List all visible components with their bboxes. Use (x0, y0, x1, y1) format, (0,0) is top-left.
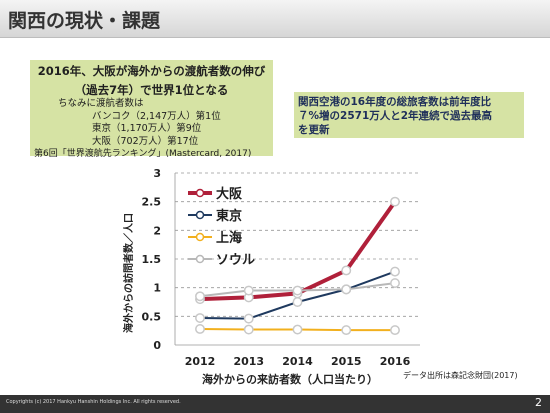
data-point (341, 265, 352, 276)
x-axis-label: 海外からの来訪者数（人口当たり） (202, 372, 378, 386)
copyright-text: Copyrights (c) 2017 Hankyu Hanshin Holdi… (6, 399, 181, 405)
data-point (243, 313, 254, 324)
box2-line-3: を更新 (298, 124, 330, 136)
box1-line-2: バンコク（2,147万人）第1位 (92, 110, 221, 122)
y-tick-label: 1.5 (142, 253, 162, 266)
box1-source: 第6回「世界渡航先ランキング」(Mastercard, 2017) (34, 149, 252, 159)
box2-line-2: ７%増の2571万人と2年連続で過去最高 (298, 110, 493, 122)
line-chart: 海外からの訪問者数／人口 海外からの来訪者数（人口当たり） 0 0.5 1 1.5 2 2… (122, 167, 420, 386)
data-point (195, 323, 205, 334)
data-point (292, 297, 303, 307)
y-axis-label: 海外からの訪問者数／人口 (122, 213, 135, 333)
x-tick-label: 2015 (331, 355, 362, 368)
box1-heading-2: （過去7年）で世界1位となる (74, 83, 229, 97)
footer-bar: Copyrights (c) 2017 Hankyu Hanshin Holdi… (0, 395, 550, 413)
box1-line-1: ちなみに渡航者数は (58, 98, 144, 109)
info-box-osaka: 2016年、大阪が海外からの渡航者数の伸び （過去7年）で世界1位となる ちなみ… (30, 60, 273, 159)
x-tick-label: 2012 (185, 355, 216, 368)
legend-label: ソウル (216, 253, 255, 268)
legend-marker (195, 232, 205, 242)
data-point (341, 325, 352, 336)
slide-title: 関西の現状・課題 (8, 10, 161, 32)
legend-label: 上海 (216, 230, 242, 246)
y-tick-label: 0 (153, 339, 161, 352)
data-point (243, 285, 254, 296)
x-tick-label: 2014 (282, 355, 313, 368)
data-source-note: データ出所は森記念財団(2017) (403, 371, 518, 380)
data-point (390, 278, 400, 289)
legend-label: 東京 (216, 208, 242, 224)
legend-label: 大阪 (216, 186, 243, 202)
data-point (292, 285, 303, 296)
y-tick-label: 2 (153, 224, 161, 237)
data-point (243, 324, 254, 335)
x-tick-label: 2016 (380, 355, 411, 368)
x-tick-label: 2013 (233, 355, 264, 368)
info-box-kansai-airport: 関西空港の16年度の総旅客数は前年度比 ７%増の2571万人と2年連続で過去最高… (294, 92, 524, 138)
data-point (390, 196, 400, 207)
box1-heading-1: 2016年、大阪が海外からの渡航者数の伸び (37, 64, 266, 78)
y-tick-label: 0.5 (142, 310, 162, 323)
box2-text: 関西空港の16年度の総旅客数は前年度比 ７%増の2571万人と2年連続で過去最高… (294, 92, 524, 137)
y-tick-label: 3 (153, 167, 161, 180)
y-tick-label: 1 (153, 282, 161, 295)
legend-marker (195, 188, 205, 198)
box1-line-3: 東京（1,170万人）第9位 (92, 123, 202, 134)
data-point (390, 325, 400, 336)
page-number: 2 (535, 396, 542, 409)
data-point (195, 313, 205, 324)
box1-line-4: 大阪（702万人）第17位 (92, 135, 199, 147)
legend-marker (195, 254, 205, 264)
title-bar: 関西の現状・課題 (0, 0, 550, 38)
legend-marker (195, 210, 205, 220)
y-tick-label: 2.5 (142, 196, 162, 209)
box2-line-1: 関西空港の16年度の総旅客数は前年度比 (298, 96, 492, 108)
data-point (195, 291, 205, 302)
data-point (341, 284, 352, 295)
data-point (292, 324, 303, 335)
data-point (390, 266, 400, 277)
